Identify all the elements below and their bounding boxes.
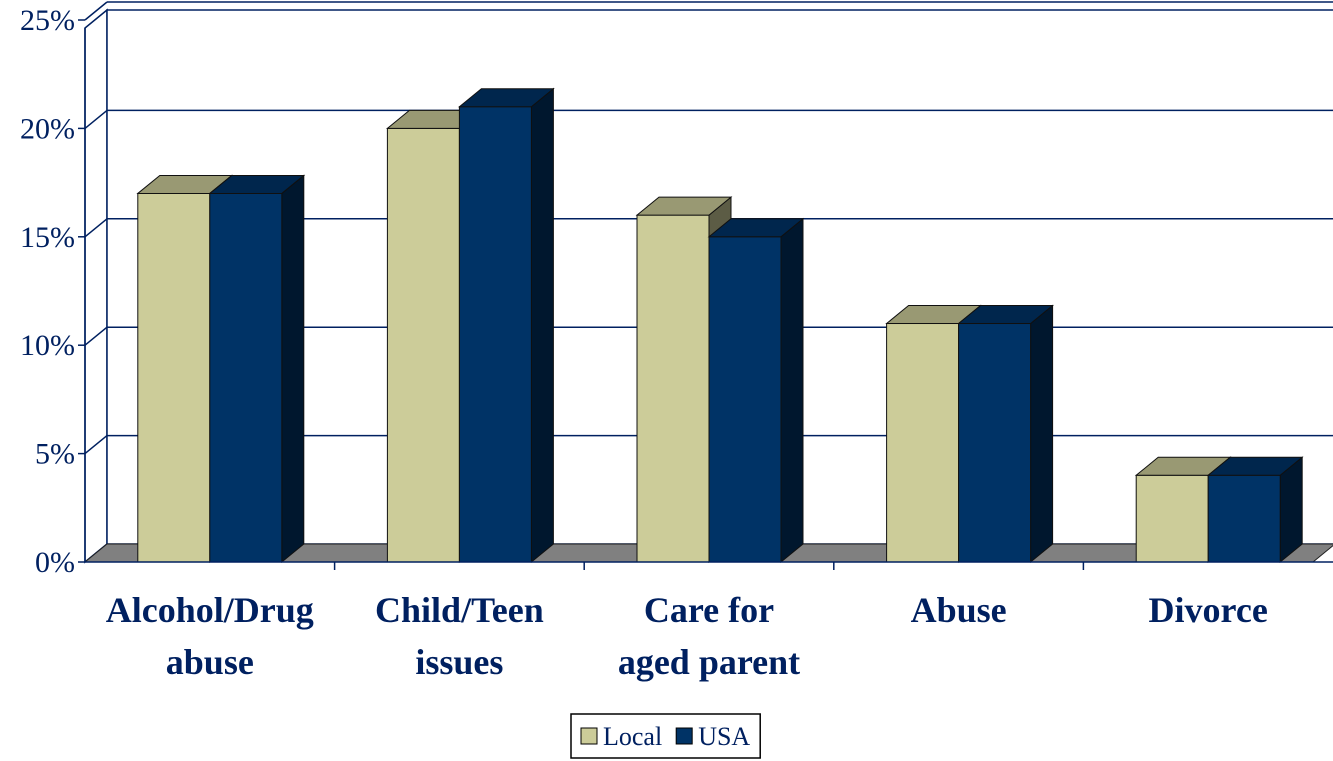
x-axis-labels: Alcohol/Drug abuse Child/Teen issues Care fo… bbox=[106, 590, 1268, 682]
bar bbox=[386, 127, 460, 563]
bar bbox=[636, 214, 710, 563]
bar-top bbox=[208, 174, 306, 194]
y-tick-label: 15% bbox=[20, 221, 75, 254]
x-tick-label: Divorce bbox=[1149, 590, 1268, 630]
bar-top bbox=[707, 218, 805, 238]
bar-side bbox=[530, 87, 554, 564]
gridline-side bbox=[84, 218, 108, 238]
legend-label: Local bbox=[603, 722, 662, 751]
bars bbox=[136, 87, 1304, 564]
bar-top bbox=[635, 196, 733, 216]
y-tick-label: 25% bbox=[20, 4, 75, 37]
bar-top bbox=[957, 305, 1055, 325]
legend-label: USA bbox=[698, 722, 750, 751]
legend-box bbox=[570, 713, 761, 759]
bar bbox=[209, 192, 283, 563]
x-tick-label: Child/Teen bbox=[375, 590, 544, 630]
x-tick-label: issues bbox=[415, 642, 503, 682]
bar-top bbox=[457, 88, 555, 108]
x-tick-label: abuse bbox=[166, 642, 254, 682]
bar bbox=[137, 192, 211, 563]
bar bbox=[886, 323, 960, 563]
y-axis-ticks: 0% 5% 10% 15% 20% 25% bbox=[20, 4, 85, 579]
side-wall bbox=[84, 8, 108, 564]
bar bbox=[458, 106, 532, 563]
gridline-side bbox=[84, 435, 108, 455]
gridline-side bbox=[84, 1, 108, 21]
x-tick-label: Abuse bbox=[911, 590, 1007, 630]
gridline-side bbox=[84, 109, 108, 129]
legend: Local USA bbox=[570, 713, 761, 759]
x-tick-label: aged parent bbox=[618, 642, 800, 682]
y-tick-label: 0% bbox=[35, 546, 75, 579]
y-tick-label: 10% bbox=[20, 329, 75, 362]
x-tick-label: Alcohol/Drug bbox=[106, 590, 314, 630]
bar-side bbox=[1030, 304, 1054, 564]
legend-swatch bbox=[675, 727, 693, 745]
bar bbox=[1207, 474, 1281, 563]
bar-side bbox=[780, 217, 804, 564]
y-tick-label: 5% bbox=[35, 438, 75, 471]
gridline-side bbox=[84, 326, 108, 346]
axes bbox=[84, 28, 1333, 570]
bar bbox=[708, 236, 782, 563]
bar-top bbox=[1206, 456, 1304, 476]
legend-swatch bbox=[580, 727, 598, 745]
bar-side bbox=[281, 174, 305, 564]
y-tick-label: 20% bbox=[20, 112, 75, 145]
bar bbox=[1135, 474, 1209, 563]
x-tick-label: Care for bbox=[644, 590, 774, 630]
bar bbox=[958, 323, 1032, 563]
